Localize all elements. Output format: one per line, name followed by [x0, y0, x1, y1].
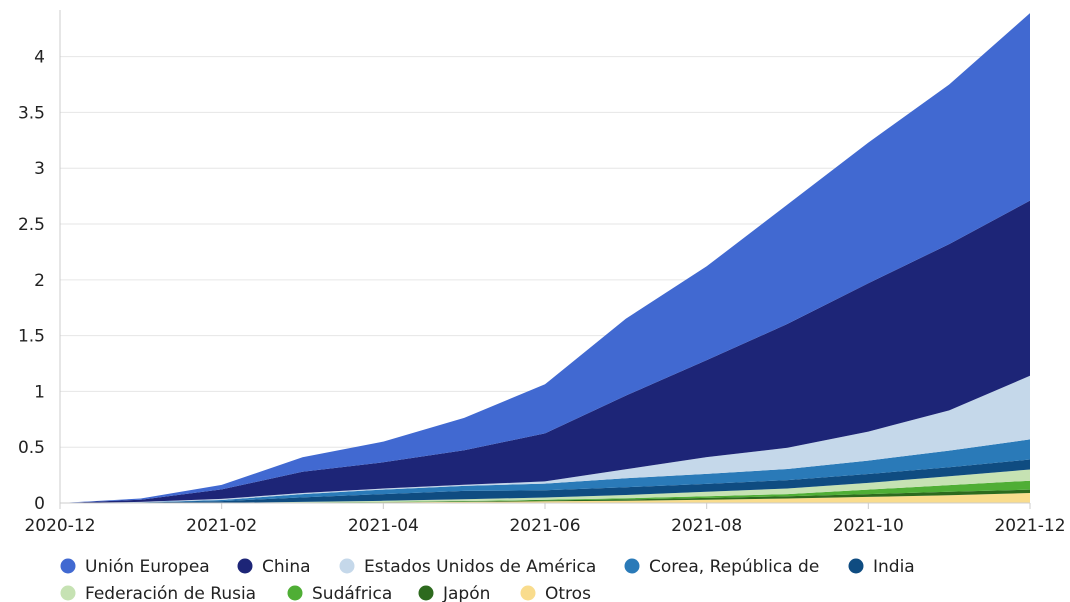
legend-item-estados-unidos-de-america[interactable]: Estados Unidos de América [339, 557, 597, 577]
y-tick-label: 1.5 [18, 327, 45, 347]
y-axis: 0 0.5 1 1.5 2 2.5 3 3.5 4 [18, 10, 61, 514]
legend-label: Japón [442, 584, 490, 602]
legend-label: India [873, 557, 915, 577]
x-tick-label: 2020-12 [24, 516, 95, 536]
x-axis: 2020-12 2021-02 2021-04 2021-06 2021-08 2021-… [24, 502, 1066, 536]
legend-item-otros[interactable]: Otros [520, 584, 592, 602]
legend-label: China [262, 557, 311, 577]
y-tick-label: 0 [34, 494, 45, 514]
x-tick-label: 2021-12 [994, 516, 1065, 536]
area-union-europea [60, 13, 1030, 503]
area-corea-republica-de [60, 439, 1030, 503]
x-tick-label: 2021-06 [509, 516, 580, 536]
legend-swatch [237, 558, 253, 574]
area-china [60, 200, 1030, 503]
area-otros [60, 493, 1030, 503]
legend-swatch [520, 585, 536, 601]
y-tick-label: 2.5 [18, 215, 45, 235]
area-india [60, 459, 1030, 503]
area-japon [60, 489, 1030, 503]
y-tick-label: 3.5 [18, 103, 45, 123]
x-tick-label: 2021-10 [833, 516, 904, 536]
legend-swatch [418, 585, 434, 601]
legend-label: Estados Unidos de América [364, 557, 596, 577]
y-tick-label: 4 [34, 48, 45, 68]
legend-item-india[interactable]: India [848, 557, 915, 577]
legend-label: Otros [545, 584, 591, 602]
x-tick-label: 2021-04 [348, 516, 419, 536]
area-sudafrica [60, 480, 1030, 503]
legend-swatch [848, 558, 864, 574]
legend-item-federacion-de-rusia[interactable]: Federación de Rusia [60, 584, 257, 602]
y-tick-label: 0.5 [18, 438, 45, 458]
legend-item-china[interactable]: China [237, 557, 311, 577]
legend-label: Corea, República de [649, 557, 819, 577]
legend-label: Federación de Rusia [85, 584, 256, 602]
legend-label: Unión Europea [85, 557, 210, 577]
y-tick-label: 2 [34, 271, 45, 291]
legend-swatch [624, 558, 640, 574]
y-tick-label: 3 [34, 159, 45, 179]
legend-item-japon[interactable]: Japón [418, 584, 491, 602]
x-tick-label: 2021-02 [186, 516, 257, 536]
legend-item-corea-republica-de[interactable]: Corea, República de [624, 557, 820, 577]
series-areas [60, 13, 1030, 503]
legend-label: Sudáfrica [312, 584, 392, 602]
legend-item-sudafrica[interactable]: Sudáfrica [287, 584, 393, 602]
legend: Unión Europea China Estados Unidos de Amér… [60, 557, 915, 602]
area-federacion-de-rusia [60, 469, 1030, 503]
legend-item-union-europea[interactable]: Unión Europea [60, 557, 210, 577]
gridlines [60, 56, 1030, 448]
legend-swatch [287, 585, 303, 601]
legend-swatch [60, 558, 76, 574]
x-tick-label: 2021-08 [671, 516, 742, 536]
legend-swatch [60, 585, 76, 601]
area-estados-unidos-de-america [60, 375, 1030, 503]
y-tick-label: 1 [34, 382, 45, 402]
legend-swatch [339, 558, 355, 574]
